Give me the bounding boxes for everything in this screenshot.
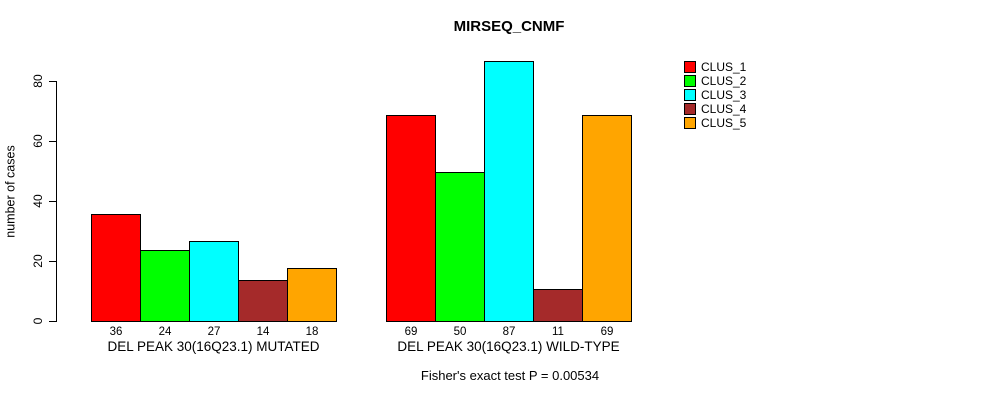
bar-value-label: 36 bbox=[109, 326, 123, 338]
bar-value-label: 14 bbox=[256, 326, 270, 338]
legend-swatch bbox=[684, 89, 696, 101]
bar-value-label: 69 bbox=[404, 326, 418, 338]
legend-label: CLUS_3 bbox=[701, 88, 747, 102]
bar-clus_3-group1 bbox=[189, 241, 239, 322]
bar-clus_1-group1 bbox=[91, 214, 141, 322]
legend-label: CLUS_1 bbox=[701, 60, 747, 74]
legend-label: CLUS_4 bbox=[701, 102, 747, 116]
bar-clus_5-group1 bbox=[287, 268, 337, 322]
bar-clus_3-group2 bbox=[484, 61, 534, 322]
legend-item: CLUS_5 bbox=[684, 116, 746, 130]
bar-value-label: 50 bbox=[453, 326, 467, 338]
bar-value-label: 24 bbox=[158, 326, 172, 338]
y-tick-mark bbox=[49, 81, 56, 82]
legend: CLUS_1 CLUS_2 CLUS_3 CLUS_4 CLUS_5 bbox=[684, 60, 746, 130]
chart-title: MIRSEQ_CNMF bbox=[453, 18, 565, 35]
y-tick-label: 20 bbox=[31, 254, 45, 268]
y-tick-label: 40 bbox=[31, 194, 45, 208]
y-tick-label: 0 bbox=[31, 317, 45, 325]
y-axis-label: number of cases bbox=[3, 145, 18, 238]
y-tick-mark bbox=[49, 321, 56, 322]
legend-swatch bbox=[684, 75, 696, 87]
y-tick-label: 80 bbox=[31, 74, 45, 88]
bar-clus_2-group1 bbox=[140, 250, 190, 322]
x-category-label: DEL PEAK 30(16Q23.1) MUTATED bbox=[107, 339, 320, 354]
x-category-label: DEL PEAK 30(16Q23.1) WILD-TYPE bbox=[397, 339, 620, 354]
y-tick-label: 60 bbox=[31, 134, 45, 148]
y-tick-mark bbox=[49, 141, 56, 142]
y-tick-mark bbox=[49, 261, 56, 262]
bar-value-label: 87 bbox=[502, 326, 516, 338]
legend-item: CLUS_2 bbox=[684, 74, 746, 88]
bar-clus_2-group2 bbox=[435, 172, 485, 322]
bar-clus_4-group1 bbox=[238, 280, 288, 322]
bar-clus_5-group2 bbox=[582, 115, 632, 322]
legend-item: CLUS_4 bbox=[684, 102, 746, 116]
legend-swatch bbox=[684, 117, 696, 129]
legend-item: CLUS_1 bbox=[684, 60, 746, 74]
bar-value-label: 18 bbox=[305, 326, 319, 338]
legend-label: CLUS_2 bbox=[701, 74, 747, 88]
bar-value-label: 69 bbox=[600, 326, 614, 338]
y-tick-mark bbox=[49, 201, 56, 202]
y-axis-line bbox=[56, 81, 57, 322]
legend-label: CLUS_5 bbox=[701, 116, 747, 130]
bar-value-label: 11 bbox=[552, 326, 564, 338]
bar-clus_4-group2 bbox=[533, 289, 583, 322]
bar-value-label: 27 bbox=[207, 326, 221, 338]
legend-swatch bbox=[684, 61, 696, 73]
annotation-text: Fisher's exact test P = 0.00534 bbox=[420, 368, 600, 383]
legend-swatch bbox=[684, 103, 696, 115]
bar-clus_1-group2 bbox=[386, 115, 436, 322]
legend-item: CLUS_3 bbox=[684, 88, 746, 102]
